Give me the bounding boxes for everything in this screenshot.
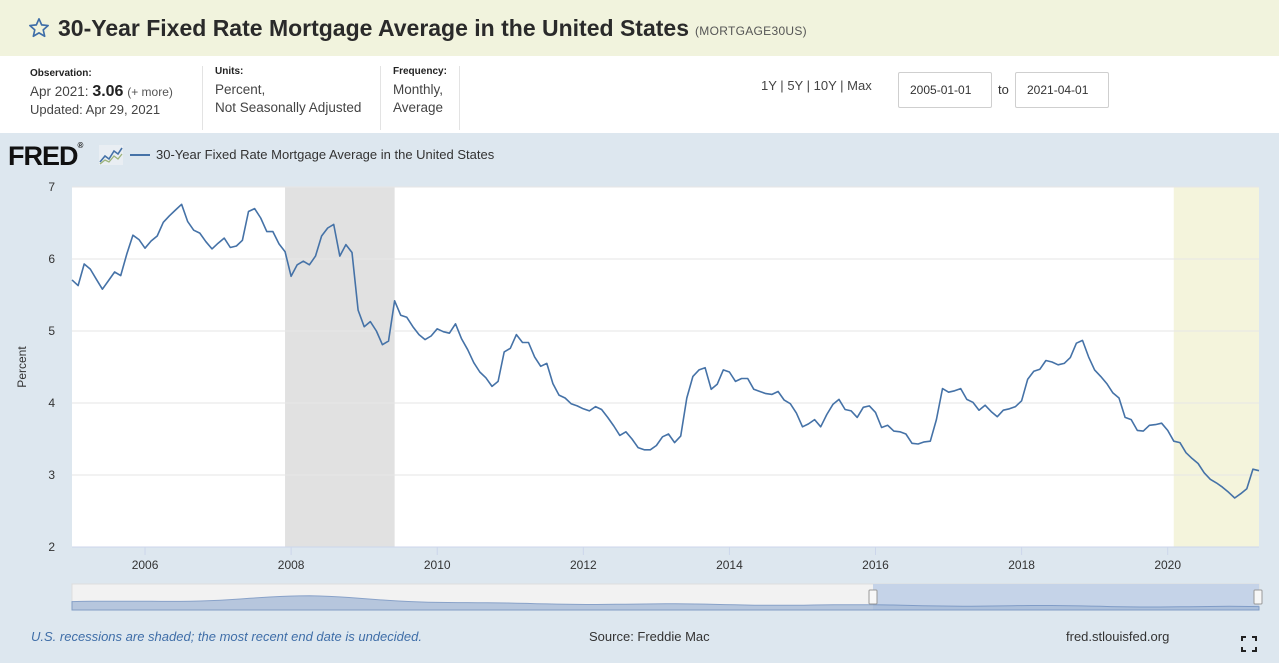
frequency-label: Frequency: xyxy=(393,66,447,77)
x-tick-label: 2008 xyxy=(278,558,305,572)
observation-date: Apr 2021: xyxy=(30,84,89,99)
start-date-input[interactable] xyxy=(898,72,992,108)
observation-block: Observation: Apr 2021: 3.06 (+ more) Upd… xyxy=(30,68,173,119)
observation-label: Observation: xyxy=(30,68,92,79)
units-line-1: Percent, xyxy=(215,82,266,97)
y-axis-title: Percent xyxy=(15,346,29,388)
y-tick-label: 5 xyxy=(48,324,55,338)
recession-note: U.S. recessions are shaded; the most rec… xyxy=(31,629,422,644)
navigator-handle[interactable] xyxy=(1253,589,1263,605)
range-10y-link[interactable]: 10Y xyxy=(813,78,837,93)
range-separator: | xyxy=(780,78,784,93)
source-label: Source: Freddie Mac xyxy=(589,629,710,644)
logo-graph-icon xyxy=(99,145,123,165)
navigator-series xyxy=(71,595,1260,611)
recession-band xyxy=(1173,187,1259,547)
x-tick-label: 2020 xyxy=(1154,558,1181,572)
series-id: (MORTGAGE30US) xyxy=(694,24,807,38)
x-tick-label: 2014 xyxy=(716,558,743,572)
series-line xyxy=(71,203,1260,499)
star-icon[interactable] xyxy=(28,17,50,39)
page-title: 30-Year Fixed Rate Mortgage Average in t… xyxy=(58,14,689,41)
to-label: to xyxy=(998,82,1009,97)
navigator-handle[interactable] xyxy=(868,589,878,605)
mortgage-rate-chart[interactable]: 2 3 4 5 6 7 2006 2008 2010 2012 2014 2016 2018 2020 Pe… xyxy=(0,170,1279,615)
y-tick-label: 4 xyxy=(48,396,55,410)
updated-date: Updated: Apr 29, 2021 xyxy=(30,102,161,117)
y-tick-label: 7 xyxy=(48,180,55,194)
x-tick-label: 2012 xyxy=(570,558,597,572)
range-1y-link[interactable]: 1Y xyxy=(761,78,777,93)
title-bar: 30-Year Fixed Rate Mortgage Average in t… xyxy=(0,0,1279,56)
units-block: Units: Percent, Not Seasonally Adjusted xyxy=(202,66,361,130)
x-tick-label: 2010 xyxy=(424,558,451,572)
y-tick-label: 6 xyxy=(48,252,55,266)
end-date-input[interactable] xyxy=(1015,72,1109,108)
x-tick-label: 2018 xyxy=(1008,558,1035,572)
plot-background xyxy=(72,187,1259,547)
units-label: Units: xyxy=(215,66,244,77)
y-tick-label: 3 xyxy=(48,468,55,482)
recession-band xyxy=(285,187,395,547)
frequency-line-2: Average xyxy=(393,100,444,115)
range-5y-link[interactable]: 5Y xyxy=(787,78,803,93)
y-tick-label: 2 xyxy=(48,540,55,554)
fred-logo-text: FRED xyxy=(8,141,78,171)
units-line-2: Not Seasonally Adjusted xyxy=(215,100,362,115)
range-links: 1Y | 5Y | 10Y | Max xyxy=(761,78,872,93)
frequency-block: Frequency: Monthly, Average xyxy=(380,66,460,130)
legend-swatch xyxy=(130,153,150,156)
chart-legend: 30-Year Fixed Rate Mortgage Average in t… xyxy=(130,147,494,162)
fullscreen-icon[interactable] xyxy=(1241,636,1257,652)
series-meta: Observation: Apr 2021: 3.06 (+ more) Upd… xyxy=(0,56,1279,133)
range-separator: | xyxy=(840,78,844,93)
x-tick-label: 2016 xyxy=(862,558,889,572)
range-max-link[interactable]: Max xyxy=(847,78,872,93)
fred-logo[interactable]: FRED® xyxy=(8,141,84,172)
observation-value: 3.06 xyxy=(92,83,124,100)
site-link[interactable]: fred.stlouisfed.org xyxy=(1066,629,1170,644)
x-tick-label: 2006 xyxy=(132,558,159,572)
frequency-line-1: Monthly, xyxy=(393,82,444,97)
more-observations-link[interactable]: (+ more) xyxy=(127,85,173,99)
registered-mark: ® xyxy=(77,141,84,150)
legend-entry: 30-Year Fixed Rate Mortgage Average in t… xyxy=(156,147,495,162)
range-separator: | xyxy=(806,78,810,93)
